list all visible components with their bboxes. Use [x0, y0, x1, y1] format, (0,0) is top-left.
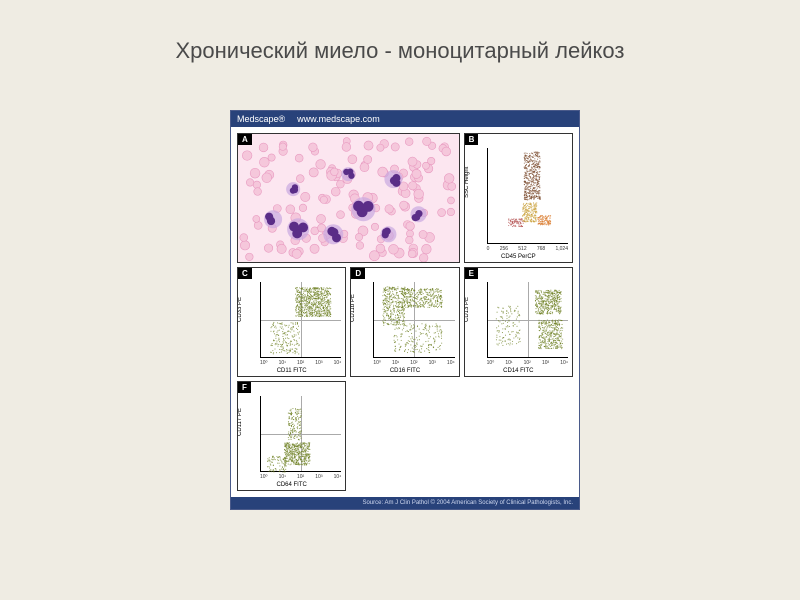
panel-a-microscopy: A — [237, 133, 460, 263]
panel-e-svg — [488, 282, 568, 362]
figure-footer: Source: Am J Clin Pathol © 2004 American… — [231, 497, 579, 509]
panel-c-label: C — [238, 268, 252, 279]
panel-e-xlabel: CD14 FITC — [465, 368, 572, 374]
panel-d-xlabel: CD16 FITC — [351, 368, 458, 374]
panel-e-label: E — [465, 268, 478, 279]
panel-f-xticks: 10⁰ 10¹ 10² 10³ 10⁴ — [260, 474, 341, 480]
panel-b-ylabel: SSC Height — [464, 167, 470, 198]
url-label: www.medscape.com — [297, 114, 380, 124]
panel-f-label: F — [238, 382, 251, 393]
panel-d-ylabel: CD11b PE — [350, 294, 356, 322]
panel-e-plotarea — [487, 282, 568, 358]
panel-f-svg — [261, 396, 341, 476]
figure-container: Medscape® www.medscape.com A B SSC Heigh… — [230, 110, 580, 510]
panel-f-scatter: F CD117 PE CD64 FITC 10⁰ 10¹ 10² 10³ 10⁴ — [237, 381, 346, 491]
panel-f-xlabel: CD64 FITC — [238, 482, 345, 488]
panel-c-xticks: 10⁰ 10¹ 10² 10³ 10⁴ — [260, 360, 341, 366]
blood-smear-svg — [238, 134, 459, 263]
brand-label: Medscape® — [237, 114, 285, 124]
panel-b-xticks: 0 256 512 768 1,024 — [487, 246, 568, 252]
panel-d-label: D — [351, 268, 365, 279]
panel-d-xticks: 10⁰ 10¹ 10² 10³ 10⁴ — [373, 360, 454, 366]
panel-f-ylabel: CD117 PE — [237, 408, 243, 436]
panel-grid: A B SSC Height CD45 PerCP 0 256 512 768 … — [231, 127, 579, 497]
panel-c-ylabel: CD33 PE — [237, 297, 243, 322]
panel-b-scatter: B SSC Height CD45 PerCP 0 256 512 768 1,… — [464, 133, 573, 263]
panel-c-xlabel: CD11 FITC — [238, 368, 345, 374]
panel-b-plotarea — [487, 148, 568, 244]
panel-c-plotarea — [260, 282, 341, 358]
panel-e-scatter: E CD13 PE CD14 FITC 10⁰ 10¹ 10² 10³ 10⁴ — [464, 267, 573, 377]
panel-e-xticks: 10⁰ 10¹ 10² 10³ 10⁴ — [487, 360, 568, 366]
panel-d-scatter: D CD11b PE CD16 FITC 10⁰ 10¹ 10² 10³ 10⁴ — [350, 267, 459, 377]
panel-d-plotarea — [373, 282, 454, 358]
panel-c-svg — [261, 282, 341, 362]
figure-header: Medscape® www.medscape.com — [231, 111, 579, 127]
panel-b-xlabel: CD45 PerCP — [465, 254, 572, 260]
panel-a-label: A — [238, 134, 252, 145]
panel-c-scatter: C CD33 PE CD11 FITC 10⁰ 10¹ 10² 10³ 10⁴ — [237, 267, 346, 377]
panel-d-svg — [374, 282, 454, 362]
panel-b-label: B — [465, 134, 479, 145]
panel-f-plotarea — [260, 396, 341, 472]
slide-title: Хронический миело - моноцитарный лейкоз — [0, 0, 800, 64]
panel-e-ylabel: CD13 PE — [464, 297, 470, 322]
panel-b-svg — [488, 148, 568, 228]
